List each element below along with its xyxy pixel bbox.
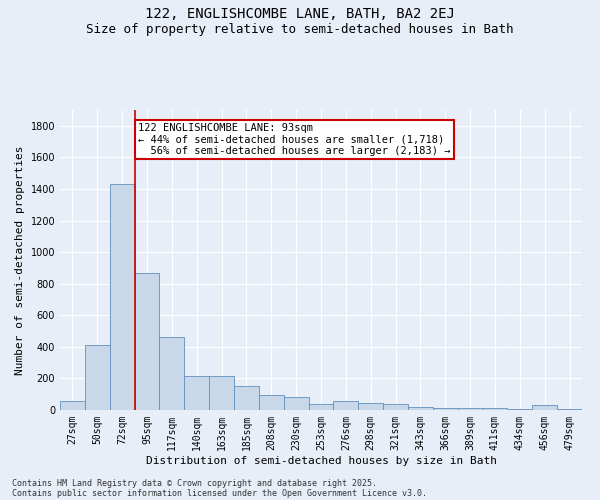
Bar <box>358 403 383 410</box>
Bar <box>308 404 334 410</box>
Bar <box>433 408 458 410</box>
Bar <box>110 184 134 410</box>
Bar <box>383 404 408 410</box>
Bar <box>532 406 557 410</box>
Bar <box>334 402 358 410</box>
Bar <box>184 376 209 410</box>
Bar <box>60 402 85 410</box>
Y-axis label: Number of semi-detached properties: Number of semi-detached properties <box>15 145 25 375</box>
Bar <box>284 396 308 410</box>
Text: Size of property relative to semi-detached houses in Bath: Size of property relative to semi-detach… <box>86 22 514 36</box>
Text: 122, ENGLISHCOMBE LANE, BATH, BA2 2EJ: 122, ENGLISHCOMBE LANE, BATH, BA2 2EJ <box>145 8 455 22</box>
Bar <box>482 408 508 410</box>
Bar <box>234 386 259 410</box>
Text: Contains HM Land Registry data © Crown copyright and database right 2025.: Contains HM Land Registry data © Crown c… <box>12 478 377 488</box>
Bar <box>85 346 110 410</box>
Bar <box>259 395 284 410</box>
Text: 122 ENGLISHCOMBE LANE: 93sqm
← 44% of semi-detached houses are smaller (1,718)
 : 122 ENGLISHCOMBE LANE: 93sqm ← 44% of se… <box>139 122 451 156</box>
Text: Contains public sector information licensed under the Open Government Licence v3: Contains public sector information licen… <box>12 488 427 498</box>
Bar <box>508 408 532 410</box>
Bar <box>408 407 433 410</box>
X-axis label: Distribution of semi-detached houses by size in Bath: Distribution of semi-detached houses by … <box>146 456 497 466</box>
Bar <box>209 376 234 410</box>
Bar <box>160 338 184 410</box>
Bar <box>557 409 582 410</box>
Bar <box>134 272 160 410</box>
Bar <box>458 408 482 410</box>
